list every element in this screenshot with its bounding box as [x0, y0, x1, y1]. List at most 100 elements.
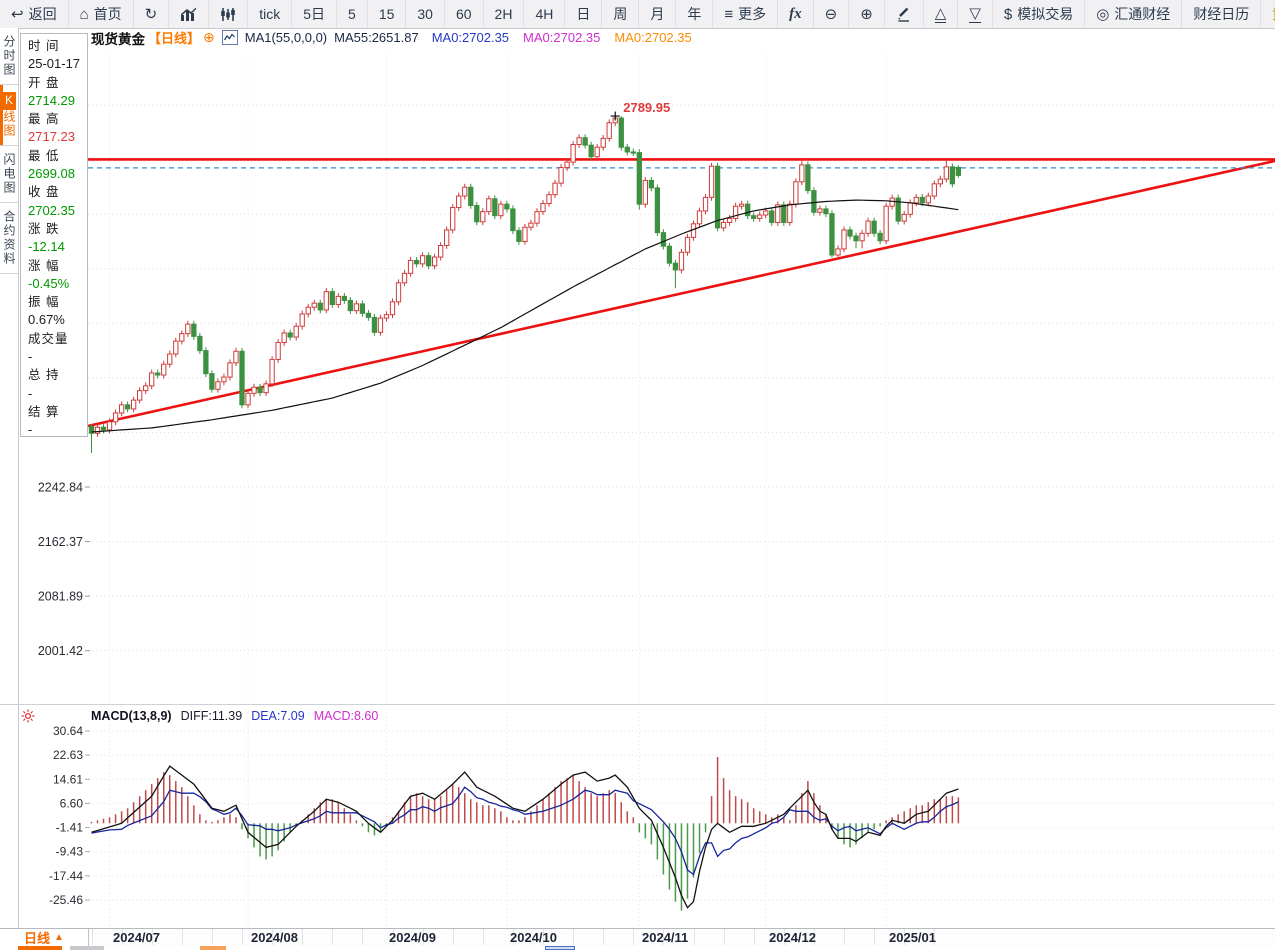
toolbar-refresh-button[interactable]: ↻: [133, 0, 170, 28]
toolbar-zoom-out-button[interactable]: ⊖: [813, 0, 850, 28]
toolbar-button-月[interactable]: 月: [639, 0, 677, 28]
x-axis-tick: [393, 929, 394, 945]
menu-icon: ≡: [724, 5, 734, 23]
toolbar-label: 年: [687, 6, 702, 22]
toolbar-menu-button[interactable]: ≡ 更多: [713, 0, 779, 28]
top-toolbar: ↩ 返回 ⌂ 首页 ↻ tick 5日 5 15 30 60 2H 4H 日周月 年 ≡ 更多 fx ⊖ ⊕ △ ▽ $ 模拟…: [0, 0, 1275, 29]
period-label: 【日线】: [148, 31, 201, 46]
x-axis-month-label: 2024/12: [769, 930, 816, 945]
toolbar-back-button[interactable]: ↩ 返回: [0, 0, 69, 28]
ma-value-label: MA0:2702.35: [431, 30, 510, 45]
toolbar-candlestick-button[interactable]: [209, 0, 249, 28]
quote-value: 2714.29: [28, 92, 75, 108]
toolbar-button-周[interactable]: 周: [602, 0, 640, 28]
zoom-out-icon: ⊖: [824, 5, 838, 23]
toolbar-draw-pencil-button[interactable]: [884, 0, 924, 28]
x-axis-strip: 日线 ▲ 2024/07 2024/08 2024/09 2024/10 2024/11…: [0, 928, 1275, 946]
toolbar-bar-chart-button[interactable]: [169, 0, 210, 28]
quote-label: 时 间: [28, 39, 60, 53]
x-axis-tick: [362, 929, 363, 945]
toolbar-home-button[interactable]: ⌂ 首页: [68, 0, 134, 28]
tab-label: 闪电图: [2, 153, 16, 195]
toolbar-button-5日[interactable]: 5日: [292, 0, 338, 28]
bar-chart-icon: [180, 7, 197, 22]
macd-header: MACD(13,8,9) DIFF:11.39 DEA:7.09 MACD:8.…: [91, 708, 378, 723]
add-indicator-icon[interactable]: ⊕: [203, 29, 215, 45]
sidebar-tab-分时图[interactable]: 分时图: [0, 28, 18, 85]
toolbar-button-年[interactable]: 年: [676, 0, 714, 28]
toolbar-formula-button[interactable]: fx: [778, 0, 814, 28]
main-chart[interactable]: 2242.84 2162.37 2081.89 2001.42 30.64 22.63 14…: [0, 28, 1275, 950]
toolbar-label: 2H: [494, 6, 513, 22]
toolbar-button-黄金专题[interactable]: 黄金专题: [1261, 0, 1275, 28]
toolbar-button-15[interactable]: 15: [367, 0, 407, 28]
toolbar-button-4H[interactable]: 4H: [524, 0, 566, 28]
toolbar-zoom-in-button[interactable]: ⊕: [849, 0, 885, 28]
toolbar-label: 15: [378, 6, 395, 22]
x-axis-tick: [784, 929, 785, 945]
x-axis-tick: [663, 929, 664, 945]
sidebar-tab-闪电图[interactable]: 闪电图: [0, 146, 18, 203]
x-axis-tick: [92, 929, 93, 945]
quote-value: 0.67%: [28, 312, 65, 328]
toolbar-label: 财经日历: [1193, 6, 1250, 22]
svg-text:-25.46: -25.46: [49, 893, 83, 907]
quote-value: -0.45%: [28, 275, 70, 291]
sidebar-tab-K线图[interactable]: K线图: [0, 85, 18, 146]
toolbar-dollar-button[interactable]: $ 模拟交易: [992, 0, 1086, 28]
indicator-settings-icon[interactable]: [21, 709, 35, 723]
x-axis-tick: [483, 929, 484, 945]
svg-text:14.61: 14.61: [53, 772, 83, 786]
x-axis-tick: [453, 929, 454, 945]
quote-value: -: [28, 349, 33, 365]
x-axis-tick: [754, 929, 755, 945]
macd-series: [90, 757, 960, 911]
toolbar-button-5[interactable]: 5: [337, 0, 368, 28]
x-axis-tick: [302, 929, 303, 945]
x-axis-tick: [122, 929, 123, 945]
refresh-icon: ↻: [144, 5, 158, 23]
quote-label: 开 盘: [28, 75, 60, 90]
quote-label: 收 盘: [28, 185, 60, 200]
toolbar-button-日[interactable]: 日: [565, 0, 603, 28]
x-axis-tick: [332, 929, 333, 945]
toolbar-label: 黄金专题: [1272, 4, 1275, 24]
toolbar-label: 返回: [28, 6, 57, 22]
quote-value: 25-01-17: [28, 56, 81, 72]
sidebar-tab-合约资料[interactable]: 合约资料: [0, 203, 18, 274]
toolbar-button-60[interactable]: 60: [444, 0, 484, 28]
svg-text:-17.44: -17.44: [49, 869, 83, 883]
toolbar-label: 5日: [303, 6, 326, 22]
quote-label: 结 算: [28, 404, 60, 419]
quote-value: 2702.35: [28, 202, 75, 218]
toolbar-button-财经日历[interactable]: 财经日历: [1182, 0, 1262, 28]
chevron-up-icon: ▲: [54, 932, 64, 943]
x-axis-month-label: 2024/10: [510, 930, 557, 945]
toolbar-triangle-down-button[interactable]: ▽: [958, 0, 993, 28]
quote-row: 成交量 -: [28, 330, 87, 367]
toolbar-button-2H[interactable]: 2H: [483, 0, 525, 28]
pane-period-selector[interactable]: 日线 ▲: [0, 929, 89, 946]
chart-style-icon[interactable]: [221, 30, 238, 45]
toolbar-huitong-logo-button[interactable]: ◎ 汇通财经: [1085, 0, 1183, 28]
x-axis-tick: [844, 929, 845, 945]
svg-text:6.60: 6.60: [60, 796, 84, 810]
tab-label: 分时图: [2, 35, 16, 77]
toolbar-triangle-up-button[interactable]: △: [923, 0, 959, 28]
ma55-value-label: MA55:2651.87: [334, 30, 419, 45]
x-axis-month-label: 2024/07: [113, 930, 160, 945]
x-axis-month-label: 2024/08: [251, 930, 298, 945]
quote-label: 涨 幅: [28, 258, 60, 273]
dollar-icon: $: [1003, 5, 1013, 23]
toolbar-label: 日: [576, 6, 591, 22]
quote-row: 涨 幅 -0.45%: [28, 257, 87, 294]
toolbar-button-30[interactable]: 30: [406, 0, 445, 28]
cutoff-fragment: [70, 946, 104, 950]
quote-row: 开 盘 2714.29: [28, 74, 87, 111]
candlestick-series: [88, 116, 962, 453]
tab-badge: K: [2, 92, 16, 110]
drawn-lines[interactable]: [87, 158, 1275, 428]
toolbar-button-tick[interactable]: tick: [248, 0, 293, 28]
quote-value: 2699.08: [28, 166, 75, 182]
toolbar-label: 月: [650, 6, 665, 22]
